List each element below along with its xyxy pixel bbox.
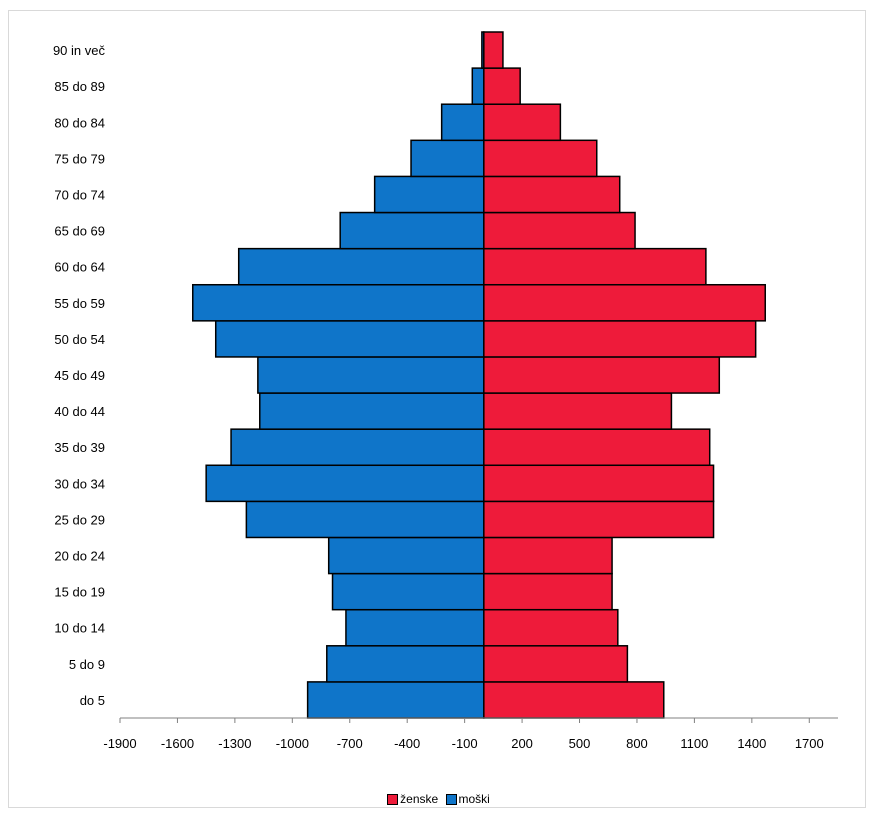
bar-women-12 [483,247,707,286]
bar-women-11 [483,283,766,322]
bar-men-9 [257,356,485,394]
bar-women-18 [483,31,504,69]
bar-women-14 [483,175,621,214]
bar-women-15 [483,139,598,178]
bar-men-7 [230,428,485,467]
legend-item-men: moški [445,792,490,806]
category-label: 5 do 9 [69,657,105,672]
bar-women-4 [483,536,613,575]
legend-item-women: ženske [387,792,438,806]
category-label: 30 do 34 [54,476,105,491]
bar-men-11 [192,283,485,322]
legend-swatch-men [445,793,457,805]
bar-women-1 [483,645,629,683]
bar-women-6 [483,464,715,503]
x-tick-label: -700 [337,736,363,751]
category-label: 60 do 64 [54,260,105,275]
category-label: 50 do 54 [54,332,105,347]
bar-women-17 [483,67,521,105]
x-tick-label: -400 [394,736,420,751]
bar-men-13 [339,211,485,250]
category-label: 55 do 59 [54,296,105,311]
category-label: 20 do 24 [54,549,105,564]
bar-men-5 [245,500,485,539]
legend-swatch-women [387,793,399,805]
x-tick-label: 1700 [795,736,824,751]
category-label: 40 do 44 [54,404,105,419]
bar-women-8 [483,392,673,430]
category-label: 25 do 29 [54,512,105,527]
bar-men-15 [410,139,485,178]
bar-men-12 [237,247,485,286]
bar-women-16 [483,103,562,142]
bar-men-3 [331,572,485,611]
bar-men-0 [306,681,485,719]
bar-men-10 [214,320,485,358]
bar-men-1 [326,645,485,683]
bar-women-2 [483,608,619,647]
category-label: do 5 [80,693,105,708]
category-label: 65 do 69 [54,224,105,239]
category-label: 10 do 14 [54,621,105,636]
category-label: 35 do 39 [54,440,105,455]
x-tick-label: -1600 [161,736,194,751]
category-label: 45 do 49 [54,368,105,383]
x-tick-label: 1400 [737,736,766,751]
category-label: 80 do 84 [54,115,105,130]
bar-women-3 [483,572,613,611]
bar-men-18 [481,31,485,69]
population-pyramid-chart: do 5 5 do 9 10 do 14 15 do 19 20 do 24 25 do … [53,31,838,751]
x-tick-label: 1100 [680,736,708,751]
legend-label-women: ženske [400,792,439,806]
category-label: 85 do 89 [54,79,105,94]
bar-men-4 [327,536,485,575]
x-tick-label: -1000 [276,736,309,751]
bar-men-16 [440,103,485,142]
bar-women-9 [483,356,721,394]
bar-men-6 [205,464,485,503]
bar-men-17 [471,67,485,105]
chart-frame [8,10,866,808]
bar-men-14 [373,175,485,214]
x-tick-label: 200 [511,736,533,751]
legend-label-men: moški [458,792,490,806]
category-label: 75 do 79 [54,151,105,166]
bar-women-5 [483,500,715,539]
legend: ženske moški [0,792,877,808]
bar-women-7 [483,428,711,467]
category-label: 15 do 19 [54,585,105,600]
bar-men-8 [259,392,485,430]
bar-men-2 [345,608,485,647]
category-label: 90 in več [53,43,106,58]
x-tick-label: -1300 [218,736,251,751]
bar-women-10 [483,320,757,358]
x-tick-label: -1900 [103,736,136,751]
x-tick-label: -100 [452,736,478,751]
x-tick-label: 500 [569,736,591,751]
category-label: 70 do 74 [54,187,105,202]
x-tick-label: 800 [626,736,648,751]
bar-women-0 [483,681,665,719]
bar-women-13 [483,211,636,250]
